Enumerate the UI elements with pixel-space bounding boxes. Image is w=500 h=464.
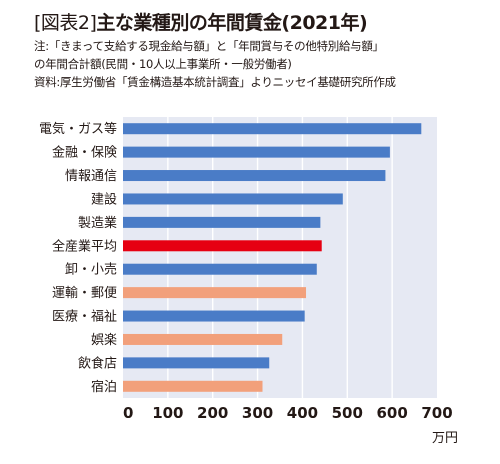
category-label: 製造業 (78, 215, 117, 231)
category-label: 卸・小売 (65, 262, 117, 278)
chart-title: [図表2]主な業種別の年間賃金(2021年) (34, 8, 368, 35)
x-tick-label: 100 (152, 404, 183, 422)
x-tick-label: 200 (197, 404, 228, 422)
title-text: 主な業種別の年間賃金(2021年) (96, 12, 368, 34)
bar (123, 333, 283, 345)
category-label: 建設 (91, 191, 117, 207)
category-label: 娯楽 (91, 332, 117, 348)
bar (123, 123, 422, 135)
bar (123, 287, 307, 299)
title-figure-number: [図表2] (34, 12, 97, 34)
category-label: 医療・福祉 (52, 310, 117, 325)
bar (123, 240, 322, 252)
category-label: 運輸・郵便 (52, 286, 117, 301)
category-label: 電気・ガス等 (39, 121, 117, 137)
category-label: 金融・保険 (52, 145, 117, 161)
source-line: 資料:厚生労働省「賃金構造基本統計調査」よりニッセイ基礎研究所作成 (34, 75, 396, 89)
x-tick-label: 600 (376, 404, 407, 422)
bar (123, 146, 390, 158)
bar (123, 193, 343, 205)
note-line-2: の年間合計額(民間・10人以上事業所・一般労働者) (34, 57, 292, 71)
x-axis-unit: 万円 (432, 431, 459, 446)
note-line-1: 注:「きまって支給する現金給与額」と「年間賞与その他特別給与額」 (34, 39, 384, 53)
x-tick-label: 0 (123, 404, 133, 422)
bar (123, 170, 386, 182)
plot-area (123, 117, 437, 398)
x-tick-label: 500 (332, 404, 363, 422)
category-label: 飲食店 (78, 355, 117, 371)
bar (123, 263, 317, 275)
x-tick-label: 700 (421, 404, 452, 422)
bar (123, 310, 305, 322)
bar (123, 380, 263, 392)
category-label: 宿泊 (91, 379, 117, 395)
bar (123, 357, 270, 369)
category-label: 全産業平均 (52, 238, 117, 254)
category-label: 情報通信 (65, 169, 117, 184)
x-tick-label: 300 (242, 404, 273, 422)
bar (123, 216, 321, 228)
x-tick-label: 400 (287, 404, 318, 422)
